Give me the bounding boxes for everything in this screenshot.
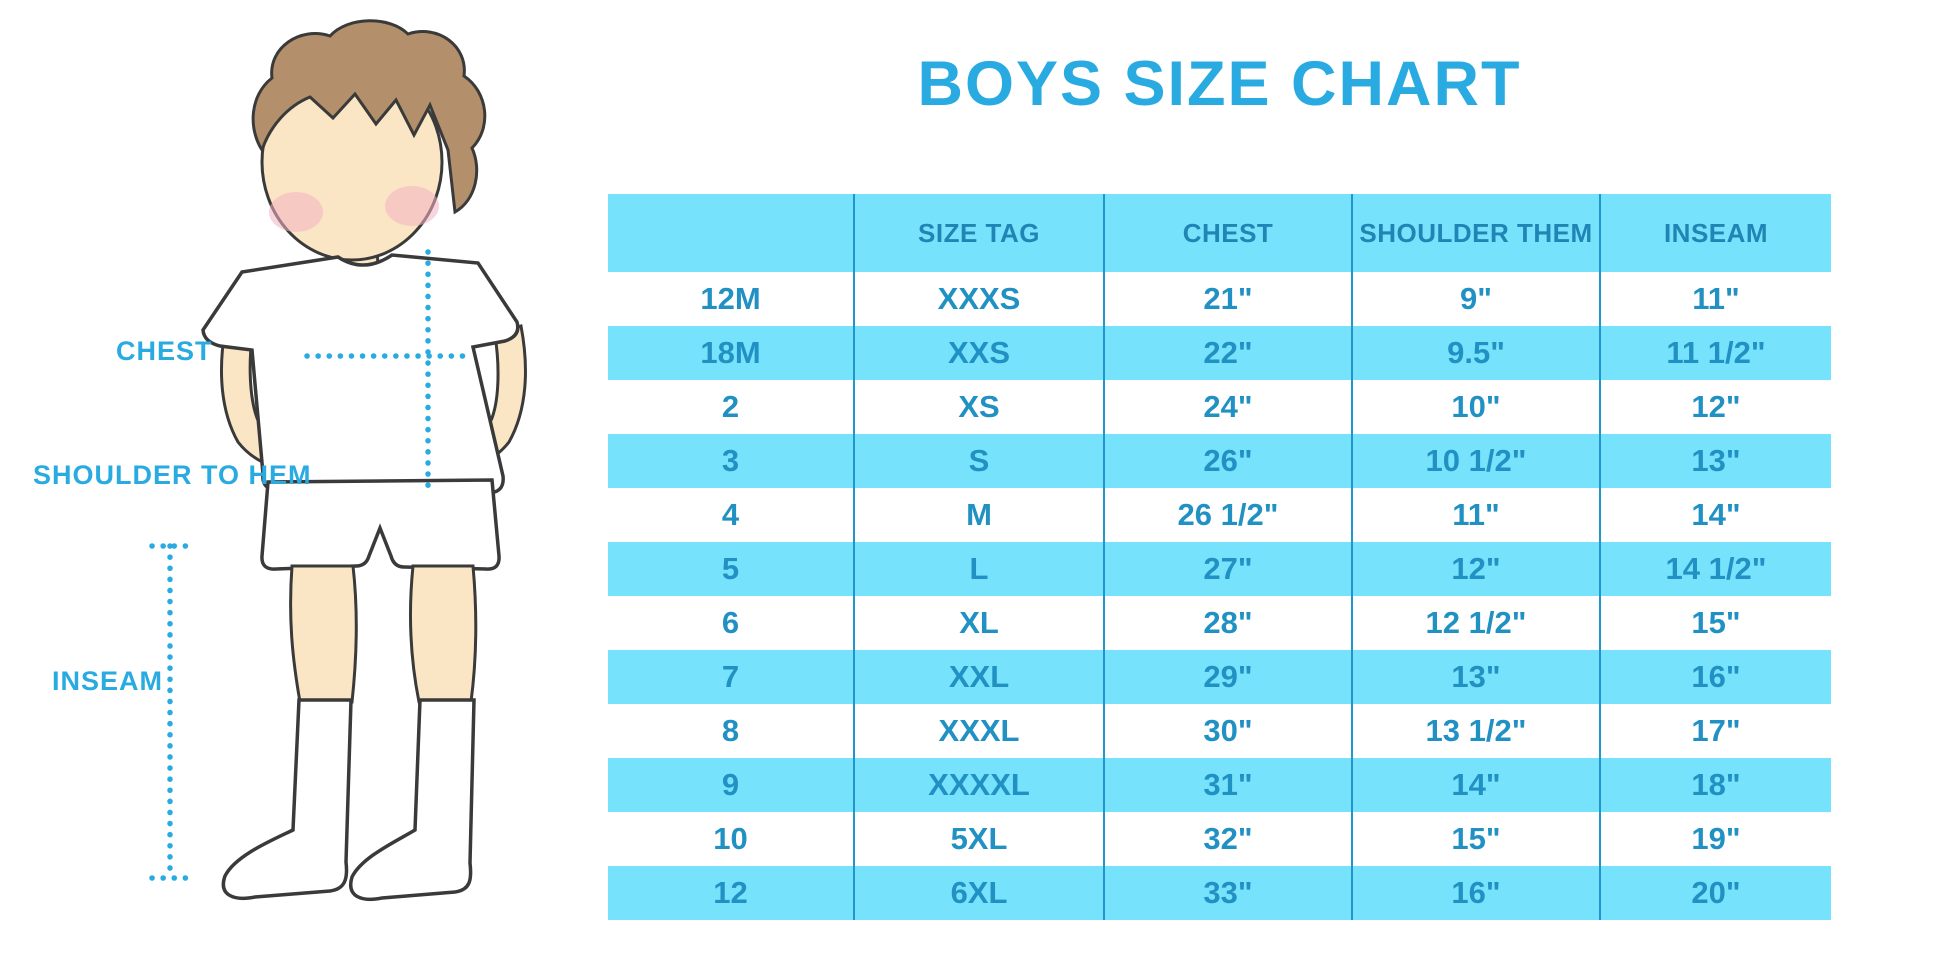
table-cell: 19" [1599, 812, 1831, 866]
table-cell: 8 [608, 704, 854, 758]
size-chart-table: SIZE TAG CHEST SHOULDER THEM INSEAM 12M XXXS… [608, 194, 1831, 920]
table-cell: XXXXL [853, 758, 1104, 812]
table-cell: 18" [1599, 758, 1831, 812]
table-cell: 17" [1599, 704, 1831, 758]
column-header: CHEST [1103, 194, 1352, 272]
table-row: 2 XS 24" 10" 12" [608, 380, 1831, 434]
boy-shorts [260, 478, 501, 571]
table-cell: 13 1/2" [1351, 704, 1600, 758]
table-row: 4 M 26 1/2" 11" 14" [608, 488, 1831, 542]
table-cell: 16" [1351, 866, 1600, 920]
inseam-dotted-line [149, 543, 193, 881]
chest-label: CHEST [116, 336, 213, 366]
shoulder-to-hem-label: SHOULDER TO HEM [33, 460, 312, 490]
table-cell: 15" [1351, 812, 1600, 866]
size-chart-header: SIZE TAG CHEST SHOULDER THEM INSEAM [608, 194, 1831, 272]
table-cell: 32" [1103, 812, 1352, 866]
table-cell: XXL [853, 650, 1104, 704]
table-cell: 10 [608, 812, 854, 866]
table-row: 8 XXXL 30" 13 1/2" 17" [608, 704, 1831, 758]
table-cell: 11" [1351, 488, 1600, 542]
column-header: SHOULDER THEM [1351, 194, 1600, 272]
column-header [608, 194, 854, 272]
table-cell: 29" [1103, 650, 1352, 704]
table-cell: XXS [853, 326, 1104, 380]
table-row: 5 L 27" 12" 14 1/2" [608, 542, 1831, 596]
boy-left-sock [221, 698, 353, 900]
boy-illustration [149, 19, 527, 901]
table-cell: 9.5" [1351, 326, 1600, 380]
table-cell: 13" [1351, 650, 1600, 704]
table-cell: 33" [1103, 866, 1352, 920]
table-cell: S [853, 434, 1104, 488]
table-cell: 14" [1599, 488, 1831, 542]
table-cell: XS [853, 380, 1104, 434]
table-cell: XXXS [853, 272, 1104, 326]
table-cell: 6XL [853, 866, 1104, 920]
boy-left-leg [289, 564, 358, 704]
table-cell: 16" [1599, 650, 1831, 704]
table-cell: 31" [1103, 758, 1352, 812]
table-cell: 9 [608, 758, 854, 812]
table-cell: 26" [1103, 434, 1352, 488]
table-cell: 30" [1103, 704, 1352, 758]
table-cell: 20" [1599, 866, 1831, 920]
table-cell: 14" [1351, 758, 1600, 812]
table-cell: 24" [1103, 380, 1352, 434]
table-cell: 12" [1599, 380, 1831, 434]
column-header: SIZE TAG [853, 194, 1104, 272]
table-cell: 22" [1103, 326, 1352, 380]
table-row: 3 S 26" 10 1/2" 13" [608, 434, 1831, 488]
table-row: 10 5XL 32" 15" 19" [608, 812, 1831, 866]
page-title: BOYS SIZE CHART [917, 49, 1522, 119]
table-cell: 27" [1103, 542, 1352, 596]
table-cell: 15" [1599, 596, 1831, 650]
table-cell: 10 1/2" [1351, 434, 1600, 488]
boy-right-sock [349, 698, 476, 901]
table-cell: XL [853, 596, 1104, 650]
table-cell: M [853, 488, 1104, 542]
boy-blush-right [385, 186, 439, 226]
table-cell: 18M [608, 326, 854, 380]
table-cell: 9" [1351, 272, 1600, 326]
table-cell: 11 1/2" [1599, 326, 1831, 380]
table-cell: 3 [608, 434, 854, 488]
table-row: 18M XXS 22" 9.5" 11 1/2" [608, 326, 1831, 380]
table-cell: 12" [1351, 542, 1600, 596]
table-cell: L [853, 542, 1104, 596]
table-cell: 4 [608, 488, 854, 542]
table-cell: 28" [1103, 596, 1352, 650]
boy-hair [251, 19, 487, 215]
table-cell: 5XL [853, 812, 1104, 866]
header-row: SIZE TAG CHEST SHOULDER THEM INSEAM [608, 194, 1831, 272]
table-cell: 12 1/2" [1351, 596, 1600, 650]
table-cell: 21" [1103, 272, 1352, 326]
table-cell: 13" [1599, 434, 1831, 488]
table-cell: 26 1/2" [1103, 488, 1352, 542]
table-row: 7 XXL 29" 13" 16" [608, 650, 1831, 704]
boy-right-leg [409, 564, 478, 704]
table-cell: 14 1/2" [1599, 542, 1831, 596]
boy-blush-left [269, 192, 323, 232]
table-cell: 5 [608, 542, 854, 596]
table-cell: 12 [608, 866, 854, 920]
table-row: 12M XXXS 21" 9" 11" [608, 272, 1831, 326]
table-row: 6 XL 28" 12 1/2" 15" [608, 596, 1831, 650]
table-row: 9 XXXXL 31" 14" 18" [608, 758, 1831, 812]
table-cell: 11" [1599, 272, 1831, 326]
table-cell: 10" [1351, 380, 1600, 434]
table-cell: 7 [608, 650, 854, 704]
table-cell: 12M [608, 272, 854, 326]
column-header: INSEAM [1599, 194, 1831, 272]
table-cell: XXXL [853, 704, 1104, 758]
inseam-label: INSEAM [52, 666, 164, 696]
size-chart-body: 12M XXXS 21" 9" 11" 18M XXS 22" 9.5" 11 1/2" 2 XS 24… [608, 272, 1831, 920]
table-cell: 2 [608, 380, 854, 434]
table-row: 12 6XL 33" 16" 20" [608, 866, 1831, 920]
table-cell: 6 [608, 596, 854, 650]
